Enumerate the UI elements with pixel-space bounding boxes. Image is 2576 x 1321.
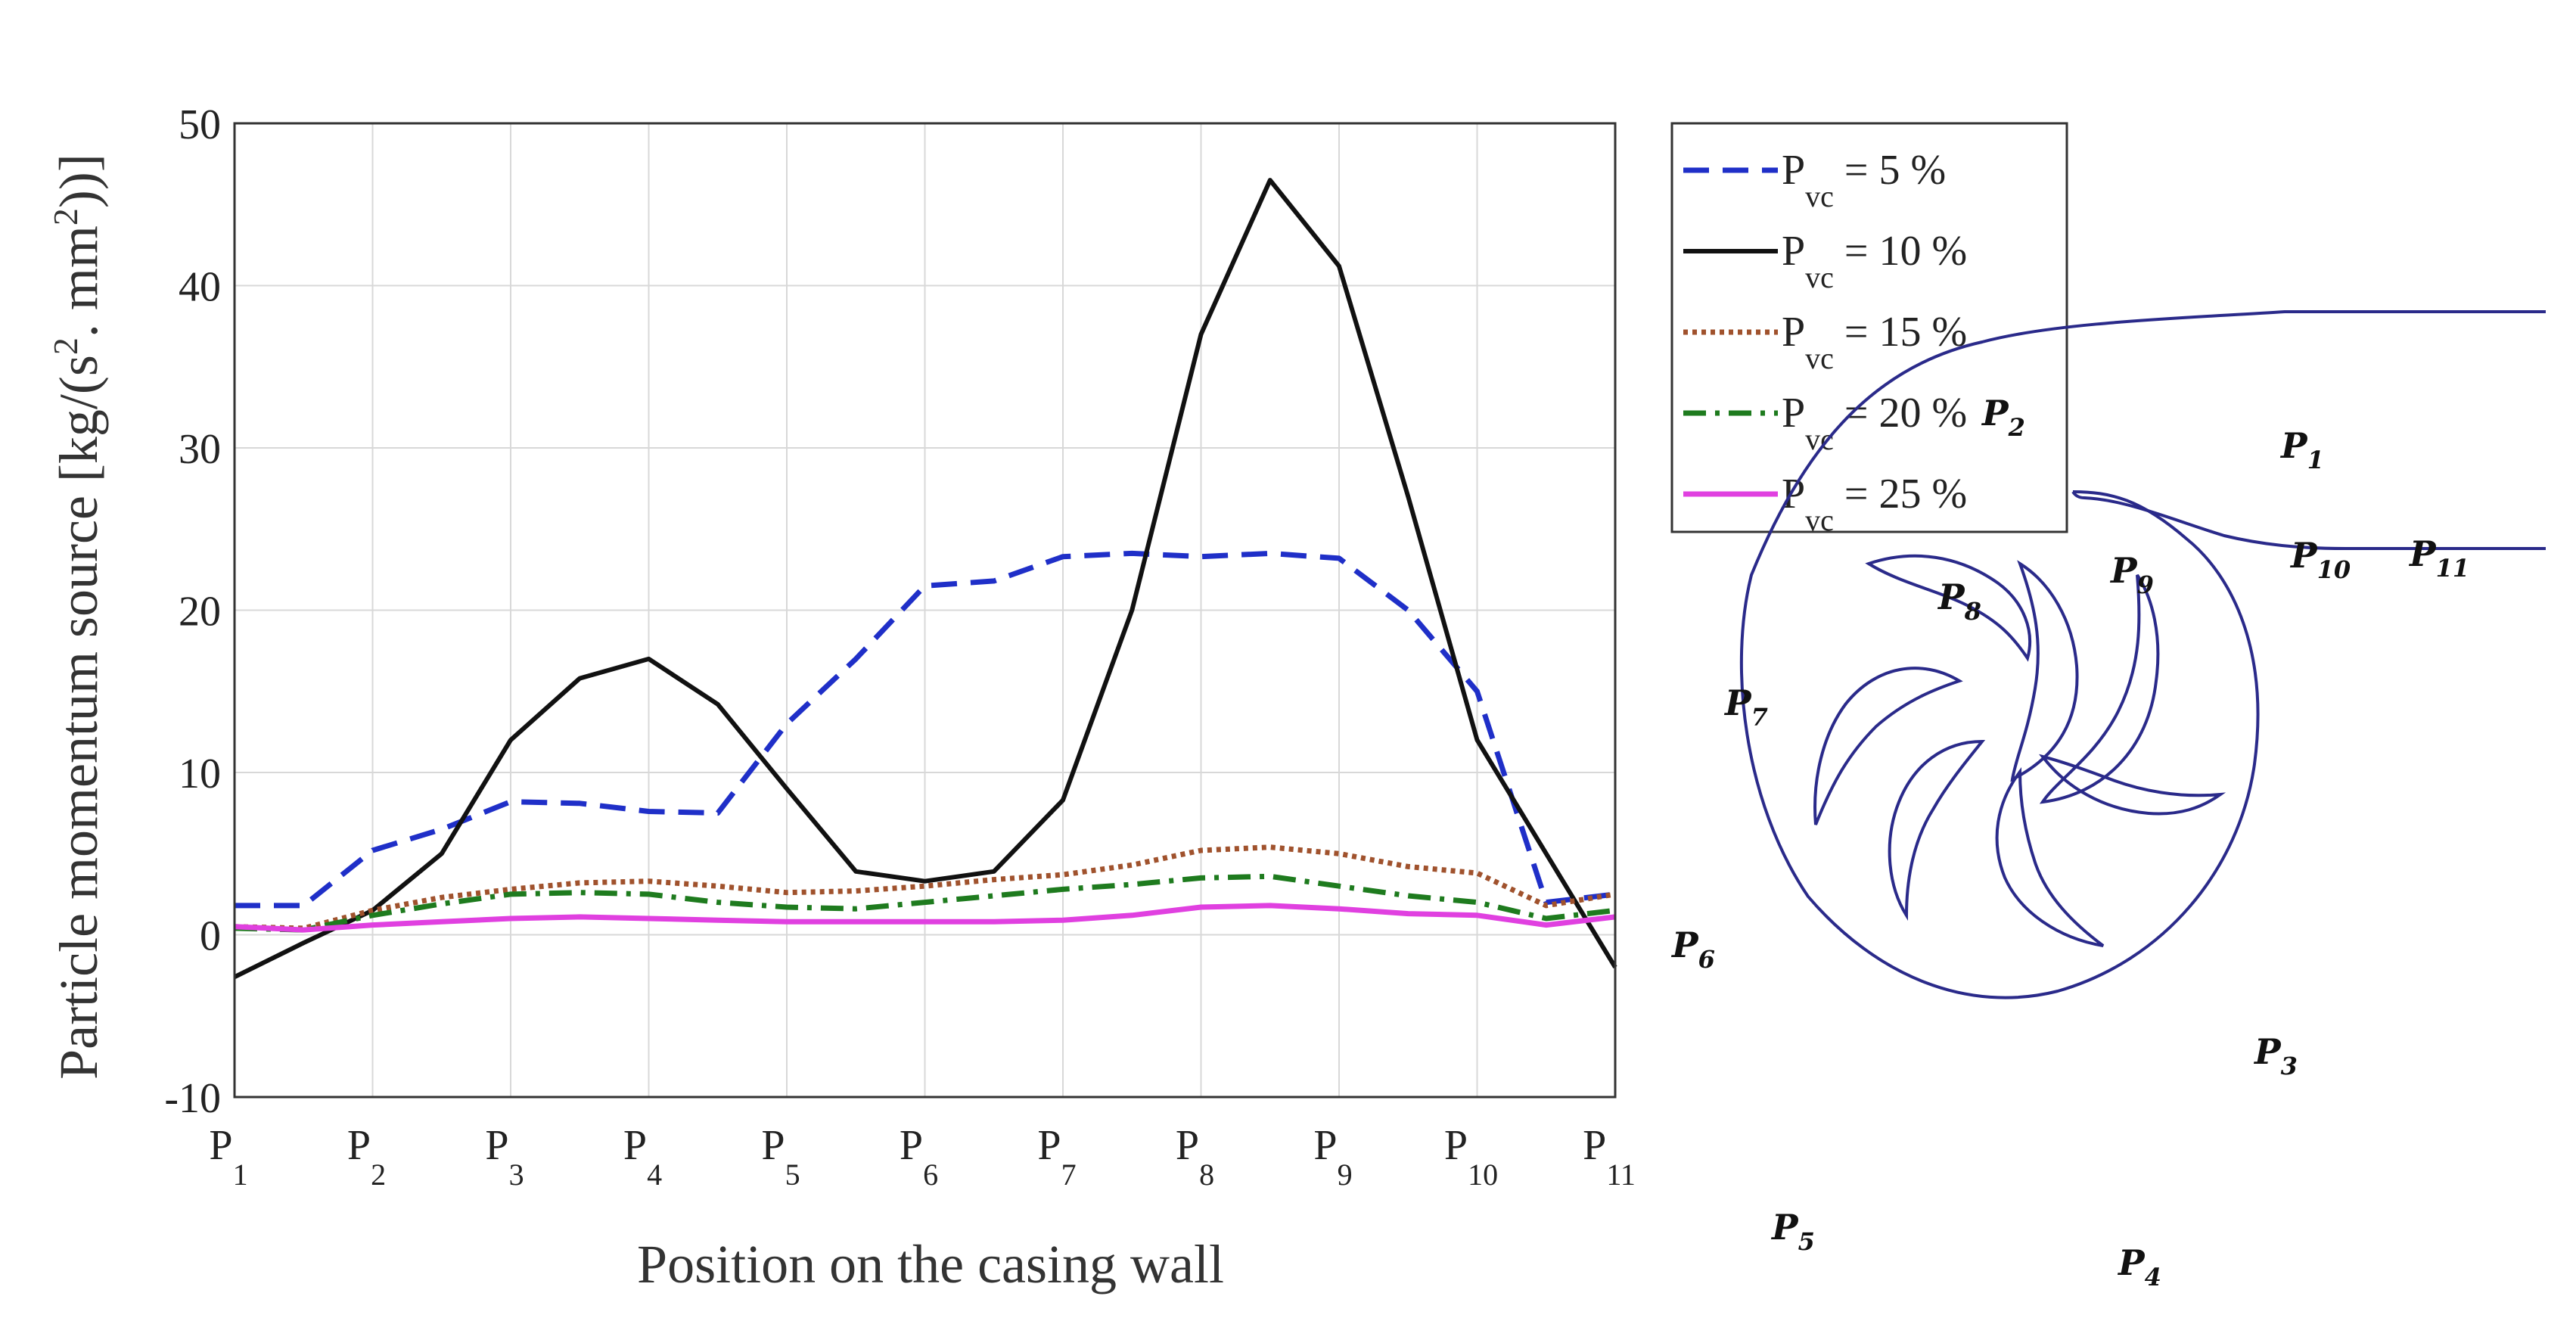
diagram-label-p5: P5 bbox=[1770, 1207, 1815, 1256]
x-tick-label: P5 bbox=[761, 1122, 800, 1192]
x-axis-label: Position on the casing wall bbox=[637, 1234, 1224, 1295]
impeller-blade bbox=[1813, 667, 1963, 825]
y-tick-label: 30 bbox=[179, 426, 221, 473]
legend-label: Pvc= 15 % bbox=[1782, 309, 1967, 375]
legend: Pvc= 5 %Pvc= 10 %Pvc= 15 %Pvc= 20 %Pvc= … bbox=[1670, 122, 2068, 537]
impeller-blade bbox=[2010, 560, 2079, 782]
series-line-4 bbox=[234, 873, 1616, 933]
legend-label: Pvc= 20 % bbox=[1782, 390, 1967, 456]
y-tick-label: 50 bbox=[179, 101, 221, 148]
impeller-blade bbox=[1888, 739, 1986, 921]
series-line-5 bbox=[234, 903, 1616, 933]
x-tick-label: P6 bbox=[900, 1122, 938, 1192]
impeller-blade bbox=[2039, 754, 2226, 816]
plot-frame bbox=[233, 122, 1617, 1099]
y-axis-label: Particle momentum source [kg/(s2. mm2))] bbox=[46, 154, 109, 1080]
legend-box bbox=[1670, 122, 2068, 533]
plot-area: -10 0 10 20 30 40 50 P1 P2 P3 P4 P5 P6 P7 P8 P9 P10 P11 bbox=[164, 101, 1635, 1192]
y-tick-label: 20 bbox=[179, 589, 221, 636]
diagram-label-p3: P3 bbox=[2253, 1031, 2298, 1080]
diagram-label-p9: P9 bbox=[2109, 550, 2154, 599]
y-tick-label: 0 bbox=[200, 913, 221, 960]
diagram-label-p6: P6 bbox=[1670, 925, 1715, 974]
diagram-label-p8: P8 bbox=[1937, 577, 1981, 626]
series-layer bbox=[233, 178, 1617, 979]
y-tick-label: 10 bbox=[179, 751, 221, 797]
legend-label: Pvc= 5 % bbox=[1782, 147, 1946, 213]
x-tick-labels: P1 P2 P3 P4 P5 P6 P7 P8 P9 P10 P11 bbox=[209, 1122, 1635, 1192]
impeller-blade bbox=[2039, 573, 2160, 804]
diagram-label-p4: P4 bbox=[2117, 1242, 2161, 1291]
x-tick-label: P3 bbox=[485, 1122, 524, 1192]
x-tick-label: P1 bbox=[209, 1122, 247, 1192]
legend-label: Pvc= 10 % bbox=[1782, 228, 1967, 294]
x-tick-label: P11 bbox=[1583, 1122, 1636, 1192]
impeller-blade bbox=[1995, 766, 2105, 947]
series-line-2 bbox=[233, 178, 1617, 979]
x-tick-label: P9 bbox=[1313, 1122, 1352, 1192]
y-tick-label: -10 bbox=[164, 1075, 221, 1122]
y-tick-labels: -10 0 10 20 30 40 50 bbox=[164, 101, 221, 1122]
impeller-blade bbox=[1865, 554, 2031, 662]
x-tick-label: P4 bbox=[623, 1122, 662, 1192]
volute-tongue-wall bbox=[2071, 490, 2546, 550]
x-tick-label: P10 bbox=[1444, 1122, 1498, 1192]
diagram-label-p10: P10 bbox=[2289, 535, 2351, 584]
x-tick-label: P8 bbox=[1176, 1122, 1214, 1192]
diagram-label-p1: P1 bbox=[2279, 425, 2324, 474]
diagram-label-p11: P11 bbox=[2408, 533, 2469, 583]
diagram-labels: P1 P2 P3 P4 P5 P6 P7 P8 P9 P10 P11 bbox=[1670, 393, 2469, 1291]
diagram-label-p7: P7 bbox=[1723, 682, 1768, 732]
pump-casing-diagram bbox=[1739, 310, 2546, 999]
x-tick-label: P2 bbox=[347, 1122, 386, 1192]
volute-outer-wall bbox=[1739, 310, 2546, 999]
diagram-label-p2: P2 bbox=[1981, 393, 2025, 442]
x-tick-label: P7 bbox=[1037, 1122, 1076, 1192]
y-tick-label: 40 bbox=[179, 264, 221, 311]
